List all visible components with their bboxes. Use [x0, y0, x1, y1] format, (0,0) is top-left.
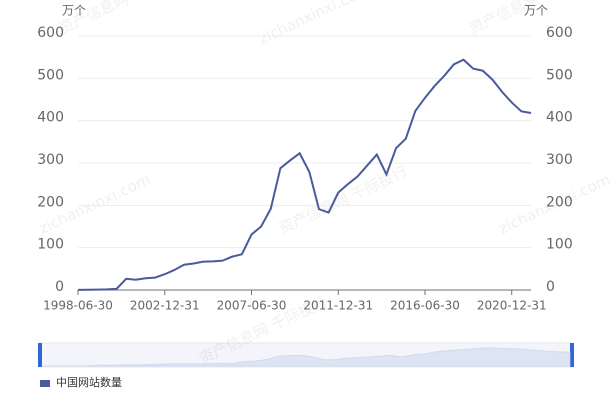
watermark: 资产信息网 千际投行	[276, 162, 410, 237]
y-tick-label: 500	[37, 67, 64, 83]
legend-label[interactable]: 中国网站数量	[56, 375, 122, 389]
x-tick-label: 2016-06-30	[390, 299, 460, 313]
y2-tick-label: 100	[546, 237, 573, 253]
legend-swatch[interactable]	[40, 380, 50, 387]
watermark: 资产信息网 千际投行	[466, 0, 600, 38]
zoom-handle-left[interactable]	[38, 343, 42, 367]
data-line	[77, 58, 532, 291]
x-tick-label: 2011-12-31	[303, 299, 373, 313]
y2-tick-label: 600	[546, 25, 573, 41]
watermark: zichanxinxi.com	[256, 0, 373, 48]
y-axis-unit: 万个	[62, 4, 86, 18]
y-tick-label: 100	[37, 237, 64, 253]
x-tick-label: 2002-12-31	[130, 299, 200, 313]
y-tick-label: 200	[37, 194, 64, 210]
x-tick-label: 2007-06-30	[217, 299, 287, 313]
y2-tick-label: 0	[546, 279, 555, 295]
y2-tick-label: 500	[546, 67, 573, 83]
y-tick-label: 300	[37, 152, 64, 168]
y-tick-label: 600	[37, 25, 64, 41]
y2-tick-label: 400	[546, 110, 573, 126]
y2-axis-unit: 万个	[524, 4, 548, 18]
y-tick-label: 0	[55, 279, 64, 295]
x-tick-label: 1998-06-30	[43, 299, 113, 313]
y-tick-label: 400	[37, 110, 64, 126]
y2-tick-label: 300	[546, 152, 573, 168]
zoom-handle-right[interactable]	[570, 343, 574, 367]
y2-tick-label: 200	[546, 194, 573, 210]
zoom-overview	[41, 347, 571, 367]
x-tick-label: 2020-12-31	[477, 299, 547, 313]
